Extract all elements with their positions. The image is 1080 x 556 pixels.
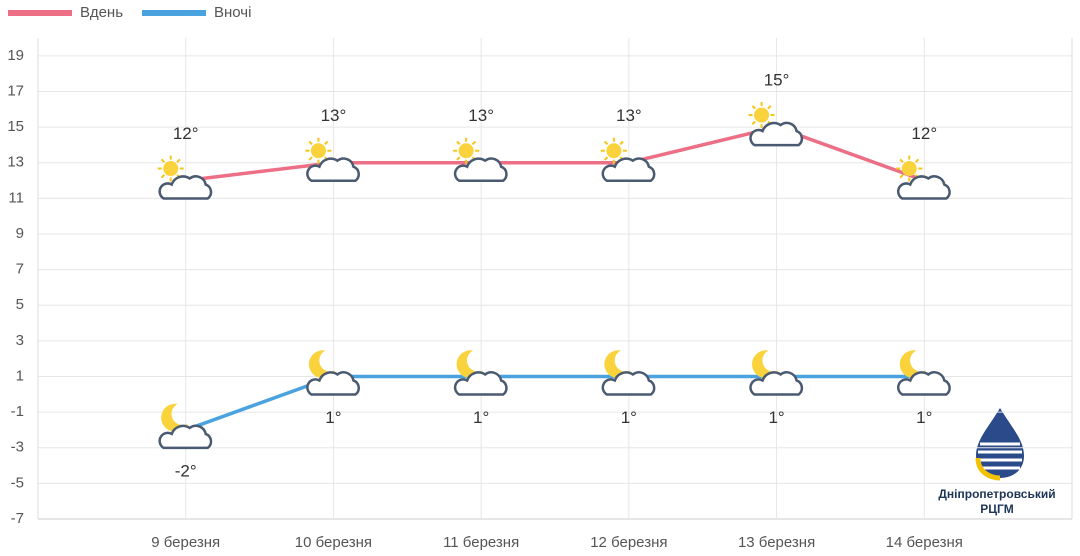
- cloud-icon: [897, 175, 951, 200]
- weather-icon: [305, 137, 360, 182]
- moon-icon: [308, 350, 336, 379]
- y-tick-label: -3: [11, 439, 24, 456]
- moon-icon: [456, 350, 484, 379]
- x-tick-label: 14 березня: [886, 534, 963, 551]
- sun-icon: [606, 143, 622, 159]
- weather-icon: [306, 350, 360, 396]
- cloud-icon: [453, 371, 508, 396]
- moon-icon: [899, 350, 927, 379]
- sun-ray: [176, 158, 181, 163]
- cloud-icon: [601, 157, 656, 182]
- y-tick-label: 1: [16, 367, 24, 384]
- sun-ray: [603, 140, 609, 146]
- sun-ray: [160, 158, 166, 163]
- x-tick-label: 11 березня: [443, 534, 519, 551]
- y-tick-label: 17: [7, 82, 24, 99]
- sun-ray: [456, 156, 461, 161]
- x-tick-label: 9 березня: [151, 534, 220, 551]
- data-label: 1°: [473, 408, 489, 427]
- sun-ray: [308, 156, 313, 161]
- sun-ray: [751, 120, 756, 125]
- cloud-icon: [306, 157, 360, 182]
- sun-ray: [456, 140, 461, 146]
- y-tick-label: 15: [7, 118, 24, 135]
- data-label: 13°: [321, 106, 347, 125]
- data-label: 1°: [768, 408, 784, 427]
- logo: Дніпропетровський РЦГМ: [938, 408, 1056, 516]
- cloud-icon: [158, 424, 213, 450]
- weather-icon: [897, 350, 951, 396]
- sun-ray: [767, 105, 772, 110]
- data-label: 1°: [916, 408, 932, 427]
- y-tick-label: 9: [16, 225, 24, 242]
- data-label: 12°: [911, 124, 937, 143]
- moon-icon: [604, 350, 631, 379]
- y-tick-label: 13: [7, 154, 24, 171]
- data-label: 13°: [468, 106, 494, 125]
- logo-subtitle: РЦГМ: [980, 502, 1014, 516]
- weather-icon: [453, 350, 508, 396]
- cloud-icon: [453, 157, 508, 182]
- sun-ray: [324, 140, 329, 146]
- data-label: 1°: [621, 408, 637, 427]
- sun-icon: [754, 107, 770, 123]
- x-tick-label: 12 березня: [590, 534, 667, 551]
- legend-label: Вдень: [80, 4, 123, 21]
- sun-ray: [899, 174, 904, 179]
- sun-ray: [160, 174, 166, 179]
- series-line: [185, 374, 925, 432]
- weather-icon: [158, 403, 213, 450]
- weather-icon: [601, 350, 656, 396]
- sun-icon: [901, 161, 917, 177]
- sun-ray: [751, 105, 756, 110]
- y-tick-label: -5: [11, 474, 24, 491]
- logo-arc: [975, 457, 1001, 481]
- y-tick-label: -7: [11, 510, 24, 527]
- sun-icon: [458, 143, 474, 159]
- y-tick-label: 3: [16, 332, 24, 349]
- series-line: [185, 125, 925, 183]
- sun-ray: [603, 156, 609, 161]
- sun-ray: [619, 140, 624, 146]
- legend-label: Вночі: [214, 4, 251, 21]
- data-label: 1°: [325, 408, 341, 427]
- cloud-icon: [749, 121, 804, 147]
- sun-ray: [914, 158, 920, 163]
- cloud-icon: [897, 371, 951, 396]
- weather-icon: [157, 155, 213, 200]
- moon-icon: [752, 350, 779, 379]
- logo-name: Дніпропетровський: [938, 487, 1055, 501]
- data-label: 13°: [616, 106, 642, 125]
- data-label: 15°: [764, 71, 790, 90]
- y-tick-label: -1: [11, 403, 24, 420]
- x-tick-label: 10 березня: [295, 534, 372, 551]
- sun-icon: [163, 161, 179, 177]
- cloud-icon: [601, 371, 656, 396]
- weather-icon: [600, 137, 656, 182]
- moon-icon: [161, 403, 188, 432]
- x-tick-label: 13 березня: [738, 534, 815, 551]
- sun-ray: [471, 140, 477, 146]
- y-tick-label: 11: [8, 189, 24, 206]
- weather-icon: [453, 137, 508, 182]
- y-tick-label: 5: [16, 296, 24, 313]
- sun-ray: [308, 140, 313, 146]
- sun-ray: [899, 158, 904, 163]
- cloud-icon: [749, 371, 804, 396]
- cloud-icon: [158, 175, 213, 200]
- logo-stripes: [978, 442, 1022, 470]
- weather-icon: [749, 350, 804, 396]
- cloud-icon: [306, 371, 360, 396]
- data-label: -2°: [175, 461, 197, 480]
- y-tick-label: 19: [7, 47, 24, 64]
- data-label: 12°: [173, 124, 199, 143]
- sun-icon: [310, 143, 326, 159]
- weather-icon: [896, 155, 951, 200]
- y-tick-label: 7: [16, 261, 24, 278]
- weather-icon: [748, 102, 804, 147]
